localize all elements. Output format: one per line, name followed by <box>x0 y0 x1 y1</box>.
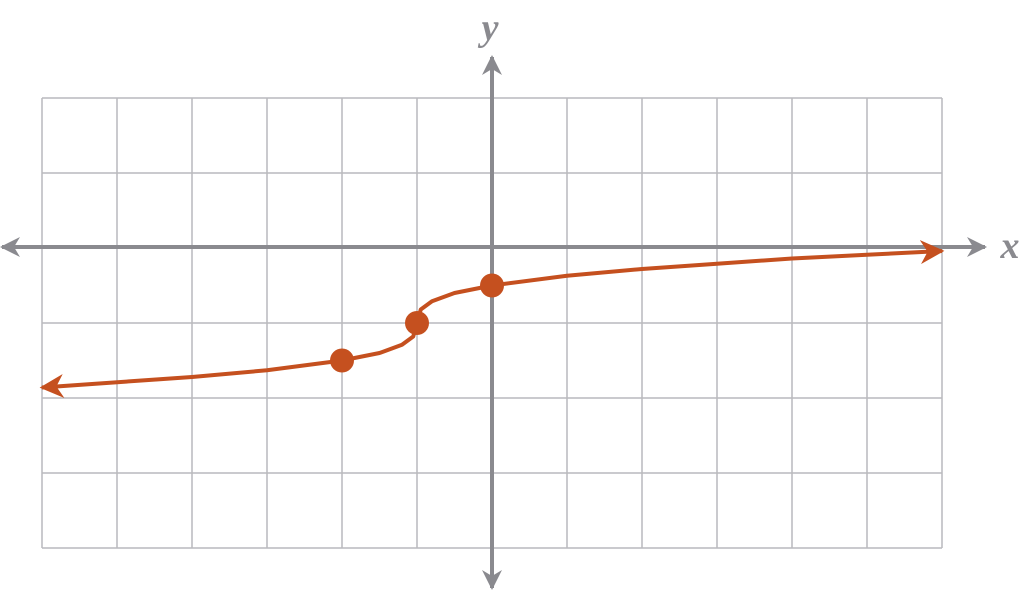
plot <box>39 240 945 398</box>
point <box>405 311 429 335</box>
x-axis-label: x <box>1000 225 1020 267</box>
point <box>480 273 504 298</box>
curve <box>39 240 945 398</box>
point <box>330 348 354 373</box>
y-axis-label: y <box>478 7 499 49</box>
